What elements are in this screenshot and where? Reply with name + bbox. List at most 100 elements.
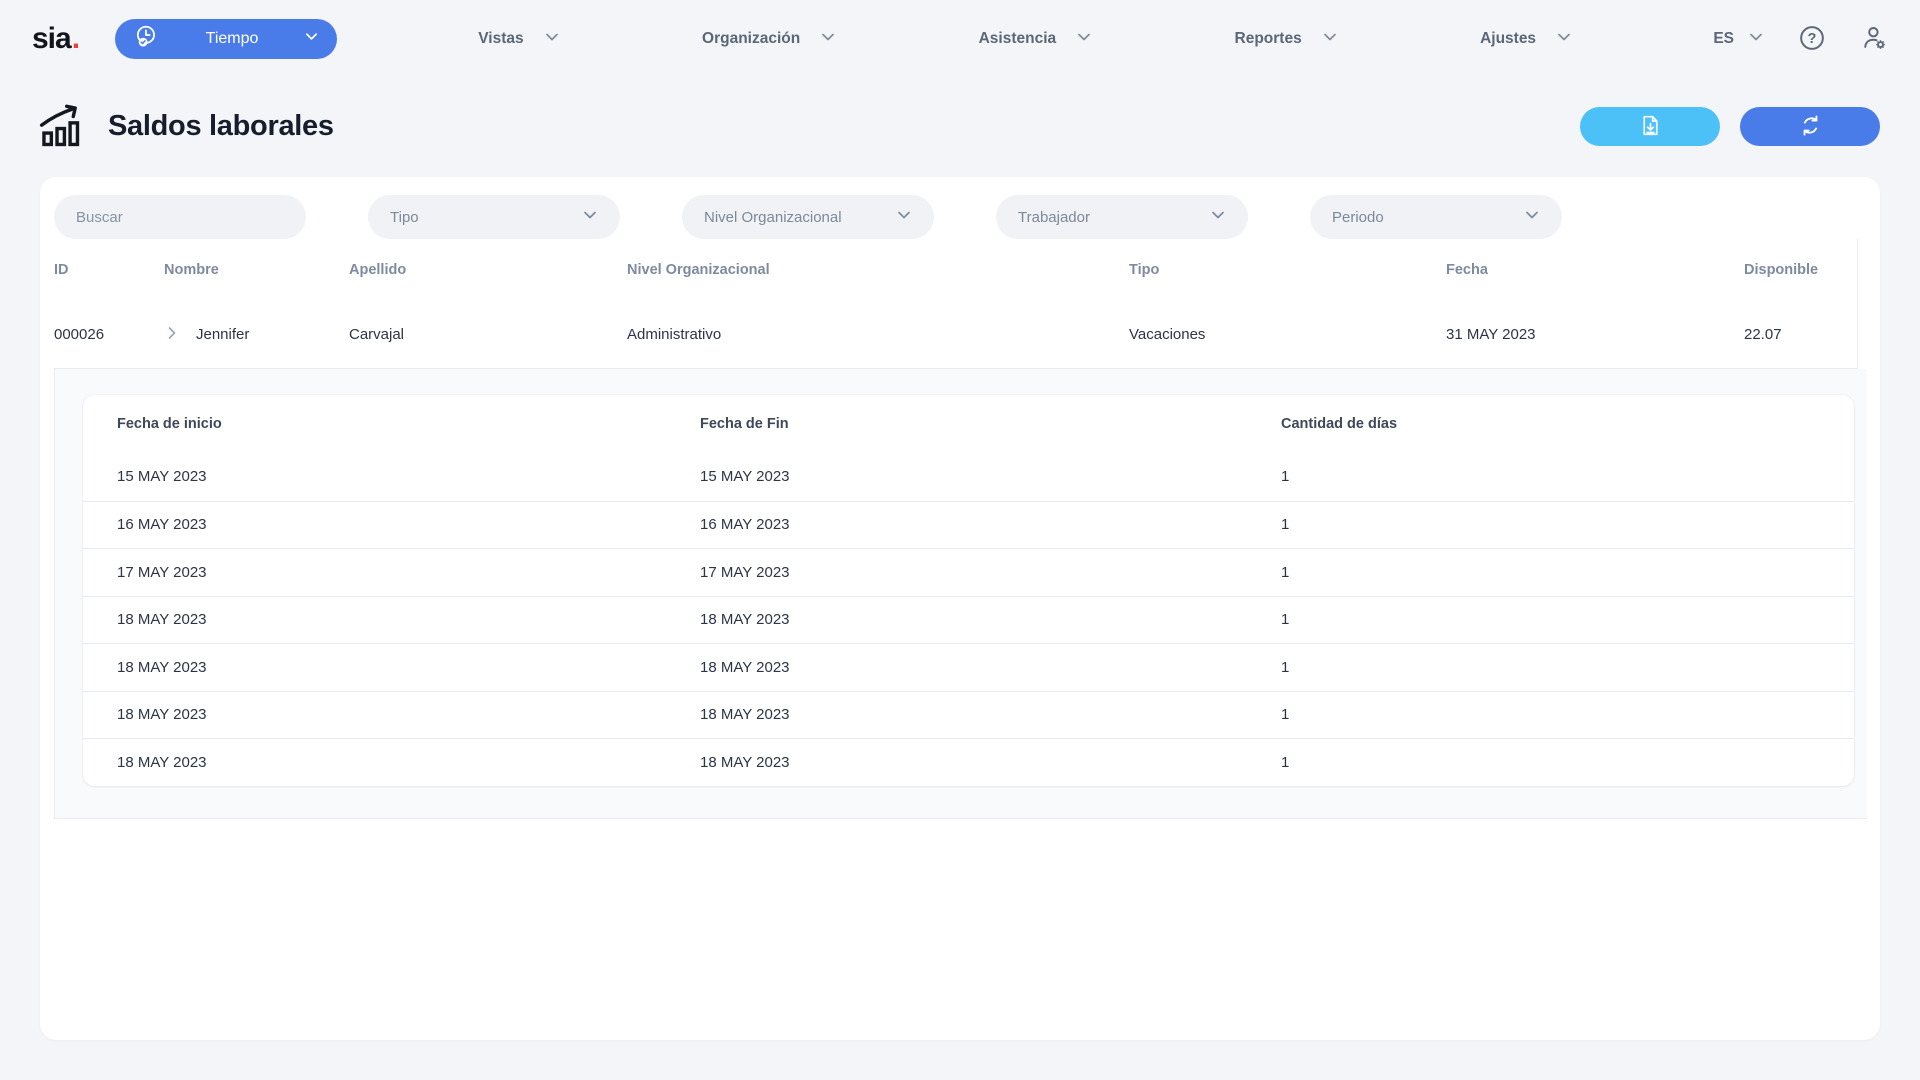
search-field[interactable] [54, 195, 306, 239]
title-actions [1580, 107, 1880, 146]
cell-fecha: 31 MAY 2023 [1446, 326, 1536, 343]
nav-item-vistas[interactable]: Vistas [478, 29, 559, 50]
filter-dropdown-tipo[interactable]: Tipo [368, 195, 620, 239]
cell-nombre-text: Jennifer [196, 326, 250, 343]
filter-dropdown-periodo[interactable]: Periodo [1310, 195, 1562, 239]
help-button[interactable]: ? [1798, 24, 1826, 55]
chevron-down-icon [304, 29, 319, 49]
detail-cell-cantidad-dias: 1 [1281, 516, 1290, 534]
filter-bar: Tipo Nivel Organizacional Trabajador Per… [40, 177, 1880, 239]
detail-table-row: 18 MAY 2023 18 MAY 2023 1 [83, 643, 1854, 691]
chevron-down-icon [820, 29, 836, 50]
detail-column-fecha-fin: Fecha de Fin [700, 416, 789, 432]
chevron-down-icon [1524, 207, 1540, 228]
filter-dropdown-label: Tipo [390, 208, 419, 226]
nav-right-cluster: ES ? [1713, 24, 1888, 55]
nav-item-label: Ajustes [1480, 30, 1537, 47]
detail-cell-fecha-inicio: 18 MAY 2023 [117, 706, 207, 724]
chevron-down-icon [896, 207, 912, 228]
detail-column-cantidad-dias: Cantidad de días [1281, 416, 1398, 432]
nav-item-ajustes[interactable]: Ajustes [1480, 29, 1572, 50]
nav-item-asistencia[interactable]: Asistencia [979, 29, 1093, 50]
chevron-down-icon [1748, 29, 1764, 50]
chevron-right-icon[interactable] [164, 325, 180, 345]
logo-text: sia [32, 22, 72, 55]
detail-cell-fecha-fin: 16 MAY 2023 [700, 516, 790, 534]
detail-cell-fecha-fin: 18 MAY 2023 [700, 706, 790, 724]
chevron-down-icon [1076, 29, 1092, 50]
detail-cell-cantidad-dias: 1 [1281, 706, 1290, 724]
file-download-icon [1638, 113, 1663, 141]
column-header-apellido[interactable]: Apellido [349, 262, 407, 278]
chevron-down-icon [1322, 29, 1338, 50]
nav-menu: Vistas Organización Asistencia Reportes … [407, 29, 1643, 50]
column-header-id[interactable]: ID [54, 262, 69, 278]
nav-item-organizacion[interactable]: Organización [702, 29, 836, 50]
cell-disponible: 22.07 [1744, 326, 1782, 343]
user-gear-icon [1860, 24, 1888, 55]
detail-cell-fecha-inicio: 18 MAY 2023 [117, 658, 207, 676]
detail-cell-cantidad-dias: 1 [1281, 753, 1290, 771]
clock-check-icon [133, 23, 160, 55]
detail-cell-fecha-inicio: 15 MAY 2023 [117, 468, 207, 486]
app-logo[interactable]: sia . [32, 22, 80, 56]
refresh-button[interactable] [1740, 107, 1880, 146]
account-button[interactable] [1860, 24, 1888, 55]
table-row[interactable]: 000026 Jennifer Carvajal Administrativo … [54, 301, 1858, 369]
filter-dropdown-label: Periodo [1332, 208, 1384, 226]
cell-apellido: Carvajal [349, 326, 405, 343]
nav-tiempo-button[interactable]: Tiempo [115, 19, 338, 59]
question-circle-icon: ? [1798, 24, 1826, 55]
table-header: ID Nombre Apellido Nivel Organizacional … [54, 239, 1858, 301]
chevron-down-icon [1556, 29, 1572, 50]
language-selector[interactable]: ES [1713, 29, 1764, 50]
detail-cell-fecha-inicio: 18 MAY 2023 [117, 753, 207, 771]
logo-dot: . [71, 22, 80, 55]
detail-table: Fecha de inicio Fecha de Fin Cantidad de… [83, 395, 1854, 786]
nav-item-label: Organización [702, 30, 801, 47]
nav-item-label: Asistencia [978, 30, 1057, 47]
nav-item-label: Reportes [1234, 30, 1302, 47]
export-button[interactable] [1580, 107, 1720, 146]
detail-column-fecha-inicio: Fecha de inicio [117, 416, 222, 432]
detail-cell-fecha-inicio: 17 MAY 2023 [117, 563, 207, 581]
detail-table-header: Fecha de inicio Fecha de Fin Cantidad de… [83, 395, 1854, 453]
column-header-fecha[interactable]: Fecha [1446, 262, 1488, 278]
search-input[interactable] [76, 208, 284, 226]
page-title: Saldos laborales [108, 110, 334, 142]
detail-table-row: 16 MAY 2023 16 MAY 2023 1 [83, 500, 1854, 549]
chevron-down-icon [582, 207, 598, 228]
detail-cell-fecha-fin: 15 MAY 2023 [700, 468, 790, 486]
column-header-disponible[interactable]: Disponible [1744, 262, 1819, 278]
detail-cell-fecha-inicio: 16 MAY 2023 [117, 516, 207, 534]
detail-cell-cantidad-dias: 1 [1281, 468, 1290, 486]
cell-id: 000026 [54, 326, 105, 343]
detail-cell-cantidad-dias: 1 [1281, 658, 1290, 676]
nav-tiempo-label: Tiempo [205, 30, 259, 47]
detail-table-row: 15 MAY 2023 15 MAY 2023 1 [83, 453, 1854, 501]
chevron-down-icon [1210, 207, 1226, 228]
column-header-nombre[interactable]: Nombre [164, 262, 219, 278]
nav-item-reportes[interactable]: Reportes [1235, 29, 1338, 50]
bar-chart-trend-icon [36, 100, 86, 153]
page-header: Saldos laborales [0, 78, 1920, 177]
nav-item-label: Vistas [478, 30, 524, 47]
expanded-row-panel: Fecha de inicio Fecha de Fin Cantidad de… [54, 369, 1867, 819]
chevron-down-icon [544, 29, 560, 50]
detail-cell-fecha-inicio: 18 MAY 2023 [117, 611, 207, 629]
detail-cell-cantidad-dias: 1 [1281, 611, 1290, 629]
column-header-tipo[interactable]: Tipo [1129, 262, 1160, 278]
svg-text:?: ? [1808, 30, 1817, 46]
detail-table-row: 17 MAY 2023 17 MAY 2023 1 [83, 548, 1854, 596]
cell-tipo: Vacaciones [1129, 326, 1206, 343]
detail-cell-cantidad-dias: 1 [1281, 563, 1290, 581]
detail-table-row: 18 MAY 2023 18 MAY 2023 1 [83, 690, 1854, 739]
detail-cell-fecha-fin: 18 MAY 2023 [700, 611, 790, 629]
filter-dropdown-nivel-organizacional[interactable]: Nivel Organizacional [682, 195, 934, 239]
detail-table-row: 18 MAY 2023 18 MAY 2023 1 [83, 738, 1854, 786]
cell-nombre: Jennifer [164, 325, 349, 345]
language-label: ES [1713, 30, 1734, 47]
filter-dropdown-label: Trabajador [1018, 208, 1090, 226]
filter-dropdown-trabajador[interactable]: Trabajador [996, 195, 1248, 239]
column-header-nivel-organizacional[interactable]: Nivel Organizacional [627, 262, 770, 278]
